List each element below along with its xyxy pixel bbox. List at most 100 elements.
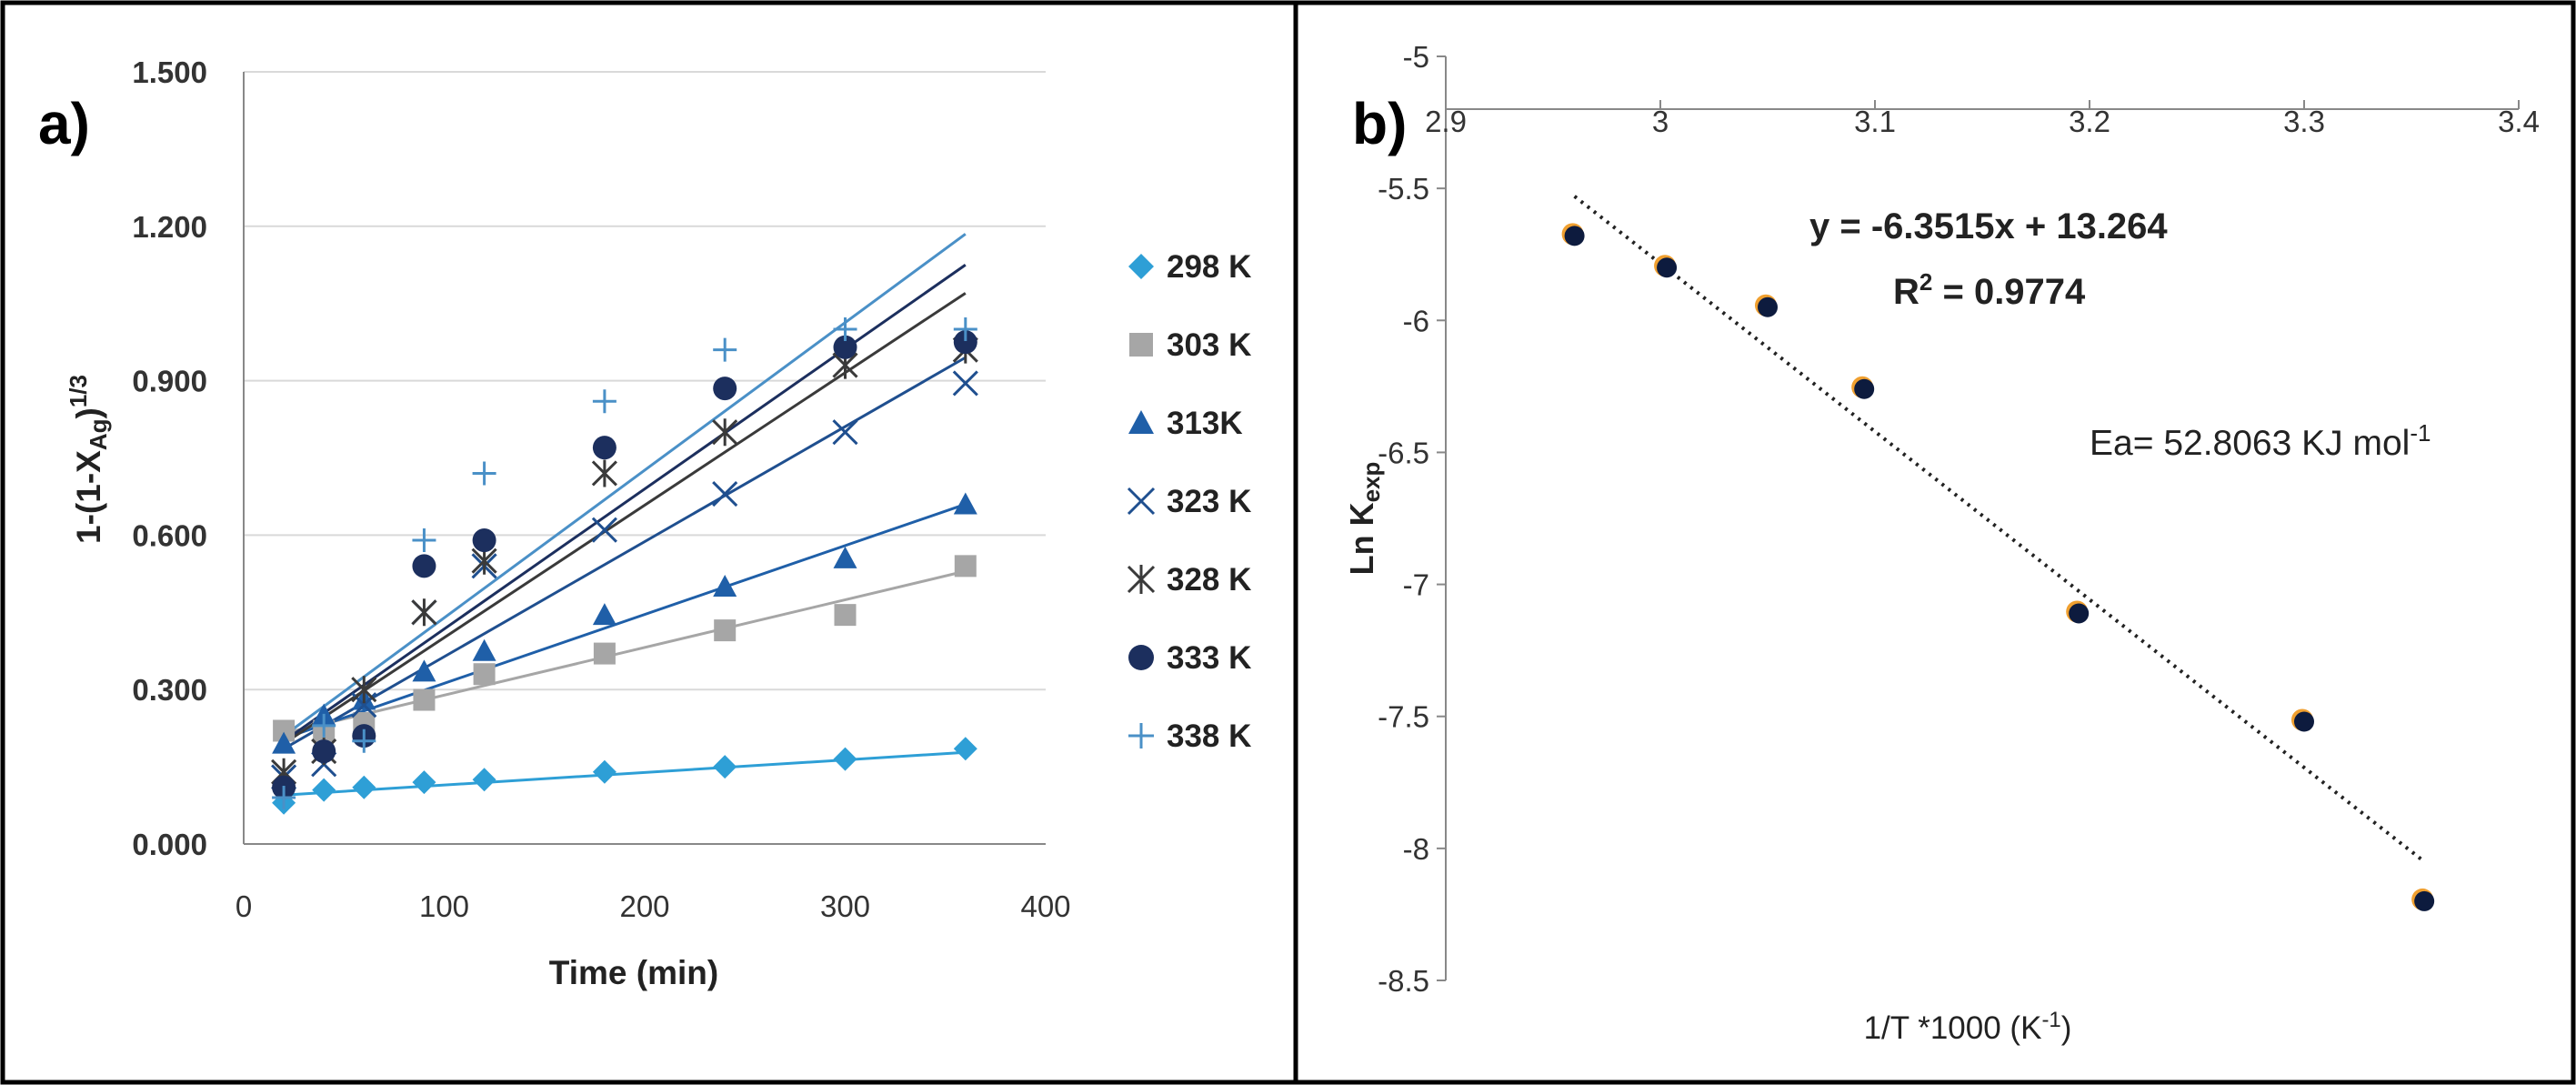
panel-a-fit-line xyxy=(283,356,967,750)
panel-b-data-point xyxy=(1564,226,1585,246)
panel-b-x-tick-label: 3.3 xyxy=(2283,105,2325,138)
panel-b-y-label: Ln Kexp xyxy=(1343,462,1385,576)
panel-a-x-tick-label: 0 xyxy=(236,889,252,923)
panel-b-y-ticks: -5 -5.5 -6 -6.5 -7 -7.5 -8 -8.5 xyxy=(1378,40,1446,998)
panel-b-x-tick-label: 2.9 xyxy=(1425,105,1467,138)
panel-a-legend: 298 K 303 K 313K 323 K 328 K 333 K 338 K xyxy=(1127,249,1251,754)
panel-a-data-point xyxy=(832,419,858,446)
panel-b-r-squared: R2 = 0.9774 xyxy=(1893,268,2086,312)
panel-a-axes xyxy=(243,72,1046,845)
panel-a-data-point xyxy=(413,688,436,711)
panel-a-data-point xyxy=(833,335,857,359)
panel-b-data-point xyxy=(2414,890,2435,911)
panel-b-x-tick-label: 3.2 xyxy=(2069,105,2110,138)
panel-a-x-tick-label: 300 xyxy=(820,889,870,923)
panel-a-data-point xyxy=(712,418,738,447)
panel-a-gridlines xyxy=(244,71,1046,691)
panel-b-data-point xyxy=(1758,296,1778,317)
panel-a-legend-label: 328 K xyxy=(1167,562,1251,598)
panel-b-y-tick-label: -6 xyxy=(1403,304,1429,337)
panel-b-x-ticks: 2.9 3 3.1 3.2 3.3 3.4 xyxy=(1425,100,2540,138)
panel-a-legend-marker xyxy=(1128,254,1154,279)
panel-a-data-point xyxy=(833,546,857,568)
panel-a-data-point xyxy=(412,770,436,795)
panel-a-data-point xyxy=(591,517,617,543)
panel-b-data-point xyxy=(2294,711,2314,732)
panel-b-y-tick-label: -5 xyxy=(1403,40,1429,74)
panel-a-data-point xyxy=(833,317,857,341)
panel-a-fit-line xyxy=(284,750,966,797)
panel-a-x-label: Time (min) xyxy=(549,954,718,991)
panel-a-data-point xyxy=(591,459,617,487)
panel-a-data-point xyxy=(472,768,496,792)
panel-b-x-label: 1/T *1000 (K-1) xyxy=(1864,1008,2072,1047)
panel-a-y-tick-label: 0.600 xyxy=(132,518,207,552)
panel-b-equation: y = -6.3515x + 13.264 xyxy=(1809,206,2168,246)
panel-b-y-tick-label: -8.5 xyxy=(1378,964,1429,998)
panel-a-data-point xyxy=(272,786,296,810)
panel-b-y-tick-label: -8 xyxy=(1403,832,1429,866)
panel-b-frame xyxy=(1293,0,2576,1085)
panel-a-data-point xyxy=(952,370,978,397)
panel-a-x-ticks: 0 100 200 300 400 xyxy=(236,889,1071,923)
panel-b-x-tick-label: 3.1 xyxy=(1854,105,1896,138)
panel-a-data-point xyxy=(412,554,436,578)
panel-a-data-point xyxy=(592,389,616,414)
panel-b-points xyxy=(1561,223,2435,911)
panel-a-y-tick-label: 0.000 xyxy=(132,828,207,861)
panel-a-data-point xyxy=(592,603,616,626)
panel-a-y-tick-label: 1.200 xyxy=(132,210,207,244)
panel-a-y-tick-label: 0.900 xyxy=(132,365,207,398)
panel-a-legend-marker xyxy=(1127,487,1156,516)
panel-a-data-point xyxy=(472,638,496,661)
panel-a-data-point xyxy=(953,317,977,341)
panel-a-data-point xyxy=(713,377,737,401)
panel-a-fit-line xyxy=(283,569,967,735)
panel-a-data-point xyxy=(833,747,857,771)
panel-a-fit-line xyxy=(283,292,967,745)
panel-a-legend-marker xyxy=(1129,333,1153,357)
panel-a-fit-line xyxy=(283,233,967,738)
panel-a-data-point xyxy=(592,436,616,460)
panel-a-legend-label: 333 K xyxy=(1167,640,1251,676)
panel-b-axes xyxy=(1445,56,2519,980)
panel-a-data-point xyxy=(712,481,738,507)
panel-a-data-point xyxy=(312,739,336,764)
panel-a-data-point xyxy=(352,728,376,753)
panel-b-y-tick-label: -7.5 xyxy=(1378,700,1429,734)
panel-b-y-tick-label: -6.5 xyxy=(1378,436,1429,469)
panel-a-legend-marker xyxy=(1128,410,1154,434)
panel-a-data-point xyxy=(312,713,336,738)
panel-a-x-tick-label: 200 xyxy=(619,889,669,923)
panel-a-data-point xyxy=(312,778,336,802)
panel-b-data-point xyxy=(1657,257,1678,278)
panel-a-legend-label: 323 K xyxy=(1167,484,1251,519)
panel-a-fit-line xyxy=(283,503,967,740)
panel-b-activation-energy: Ea= 52.8063 KJ mol-1 xyxy=(2090,419,2431,463)
panel-a-data-point xyxy=(834,604,857,627)
panel-a-data-point xyxy=(272,731,296,754)
panel-a-data-point xyxy=(412,528,436,553)
panel-a-y-tick-label: 0.300 xyxy=(132,673,207,707)
panel-a-fit-lines xyxy=(283,233,967,797)
panel-b-chart: b) -5 -5.5 -6 -6.5 -7 -7.5 -8 -8.5 2.9 3 3.1 3.2 3.… xyxy=(1343,40,2540,1046)
panel-a-data-point xyxy=(593,642,616,665)
panel-a-y-ticks: 0.000 0.300 0.600 0.900 1.200 1.500 xyxy=(132,55,207,861)
panel-a-data-point xyxy=(713,575,737,597)
panel-a-data-point xyxy=(713,337,737,362)
panel-a-y-label: 1-(1-XAg)1/3 xyxy=(65,375,112,544)
panel-a-points xyxy=(271,317,978,815)
panel-a-data-point xyxy=(714,619,737,642)
panel-b-data-point xyxy=(2069,603,2090,624)
panel-a-data-point xyxy=(351,676,377,704)
panel-a-data-point xyxy=(473,663,496,686)
panel-a-data-point xyxy=(411,598,437,627)
panel-a-chart: a) 0.000 0.300 0.600 0.900 1.200 1.500 0 100 20… xyxy=(38,55,1251,991)
panel-a-x-tick-label: 100 xyxy=(419,889,469,923)
panel-a-x-tick-label: 400 xyxy=(1020,889,1070,923)
panel-a-legend-label: 298 K xyxy=(1167,249,1251,285)
panel-a-legend-marker xyxy=(1128,723,1154,748)
panel-a-data-point xyxy=(953,492,977,515)
panel-a-legend-marker xyxy=(1127,565,1156,594)
